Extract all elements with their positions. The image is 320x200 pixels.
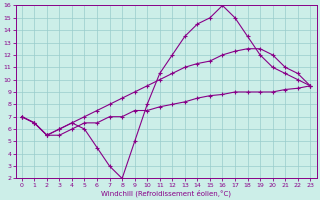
X-axis label: Windchill (Refroidissement éolien,°C): Windchill (Refroidissement éolien,°C)	[101, 189, 231, 197]
